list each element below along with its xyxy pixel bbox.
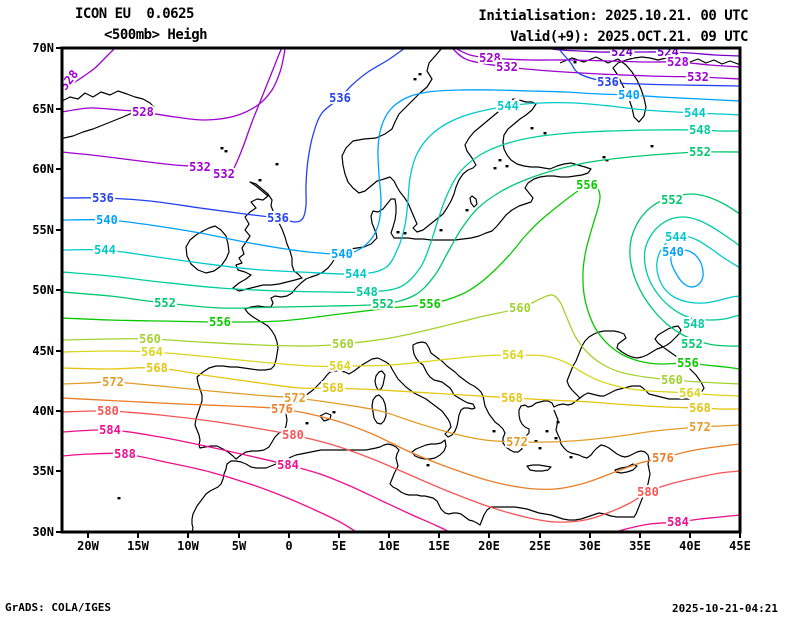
- lon-tick-label: 0: [285, 539, 292, 553]
- svg-text:532: 532: [687, 70, 709, 84]
- svg-text:544: 544: [684, 106, 706, 120]
- svg-text:544: 544: [665, 230, 687, 244]
- svg-text:572: 572: [102, 375, 124, 389]
- svg-text:536: 536: [329, 91, 351, 105]
- lat-tick-label: 45N: [32, 344, 54, 358]
- svg-text:572: 572: [284, 391, 306, 405]
- svg-text:560: 560: [509, 301, 531, 315]
- svg-text:556: 556: [576, 178, 598, 192]
- lon-tick-label: 10W: [177, 539, 199, 553]
- lon-tick-label: 45E: [729, 539, 751, 553]
- lon-tick-label: 10E: [378, 539, 400, 553]
- svg-text:588: 588: [114, 447, 136, 461]
- field-title: <500mb> Heigh: [104, 27, 208, 43]
- svg-text:568: 568: [322, 381, 344, 395]
- svg-text:556: 556: [677, 356, 699, 370]
- svg-text:528: 528: [479, 51, 501, 65]
- svg-text:552: 552: [154, 296, 176, 310]
- svg-text:552: 552: [689, 145, 711, 159]
- lat-tick-label: 70N: [32, 41, 54, 55]
- lat-tick-label: 30N: [32, 525, 54, 539]
- model-title: ICON EU 0.0625: [75, 6, 194, 22]
- lat-tick-label: 50N: [32, 283, 54, 297]
- svg-text:548: 548: [356, 285, 378, 299]
- lon-tick-label: 35E: [629, 539, 651, 553]
- grads-credit: GrADS: COLA/IGES: [5, 601, 111, 614]
- lon-tick-label: 20W: [77, 539, 99, 553]
- svg-text:540: 540: [618, 88, 640, 102]
- svg-text:556: 556: [209, 315, 231, 329]
- svg-text:584: 584: [99, 423, 121, 437]
- lon-tick-label: 20E: [478, 539, 500, 553]
- svg-text:548: 548: [689, 123, 711, 137]
- svg-text:568: 568: [501, 391, 523, 405]
- creation-timestamp: 2025-10-21-04:21: [672, 602, 778, 615]
- svg-text:536: 536: [597, 75, 619, 89]
- svg-text:532: 532: [213, 167, 235, 181]
- svg-text:568: 568: [689, 401, 711, 415]
- svg-text:576: 576: [652, 451, 674, 465]
- svg-text:528: 528: [132, 105, 154, 119]
- svg-text:560: 560: [139, 332, 161, 346]
- run-info: Initialisation: 2025.10.21. 00 UTC Valid(…: [478, 6, 748, 48]
- svg-text:552: 552: [661, 193, 683, 207]
- lon-tick-label: 5E: [332, 539, 346, 553]
- svg-text:524: 524: [657, 45, 679, 59]
- svg-text:568: 568: [146, 361, 168, 375]
- svg-text:564: 564: [329, 359, 351, 373]
- svg-text:536: 536: [267, 211, 289, 225]
- svg-text:540: 540: [96, 213, 118, 227]
- lon-tick-label: 40E: [679, 539, 701, 553]
- svg-text:540: 540: [662, 245, 684, 259]
- valid-time-label: Valid(+9): 2025.OCT.21. 09 UTC: [510, 29, 748, 45]
- lon-tick-label: 5W: [232, 539, 247, 553]
- lat-tick-label: 65N: [32, 102, 54, 116]
- svg-text:580: 580: [637, 485, 659, 499]
- svg-text:556: 556: [419, 297, 441, 311]
- svg-text:572: 572: [689, 420, 711, 434]
- lat-tick-label: 35N: [32, 464, 54, 478]
- svg-text:532: 532: [496, 60, 518, 74]
- svg-text:552: 552: [681, 337, 703, 351]
- lon-tick-label: 15E: [428, 539, 450, 553]
- svg-text:584: 584: [667, 515, 689, 529]
- svg-text:528: 528: [57, 67, 81, 93]
- lat-tick-label: 55N: [32, 223, 54, 237]
- svg-text:584: 584: [277, 458, 299, 472]
- init-time-label: Initialisation: 2025.10.21. 00 UTC: [478, 8, 748, 24]
- svg-text:544: 544: [345, 267, 367, 281]
- svg-text:544: 544: [497, 99, 519, 113]
- svg-text:528: 528: [667, 55, 689, 69]
- svg-text:524: 524: [611, 45, 633, 59]
- svg-text:532: 532: [189, 160, 211, 174]
- svg-text:580: 580: [282, 428, 304, 442]
- svg-text:576: 576: [271, 402, 293, 416]
- lat-tick-label: 40N: [32, 404, 54, 418]
- lat-tick-label: 60N: [32, 162, 54, 176]
- lon-tick-label: 15W: [127, 539, 149, 553]
- svg-text:564: 564: [502, 348, 524, 362]
- svg-text:564: 564: [141, 345, 163, 359]
- svg-text:572: 572: [506, 435, 528, 449]
- svg-text:552: 552: [372, 297, 394, 311]
- svg-text:544: 544: [94, 243, 116, 257]
- lon-tick-label: 30E: [579, 539, 601, 553]
- svg-text:536: 536: [92, 191, 114, 205]
- svg-text:580: 580: [97, 404, 119, 418]
- svg-text:548: 548: [683, 317, 705, 331]
- svg-text:560: 560: [661, 373, 683, 387]
- svg-text:540: 540: [331, 247, 353, 261]
- lon-tick-label: 25E: [529, 539, 551, 553]
- svg-text:560: 560: [332, 337, 354, 351]
- svg-text:564: 564: [679, 386, 701, 400]
